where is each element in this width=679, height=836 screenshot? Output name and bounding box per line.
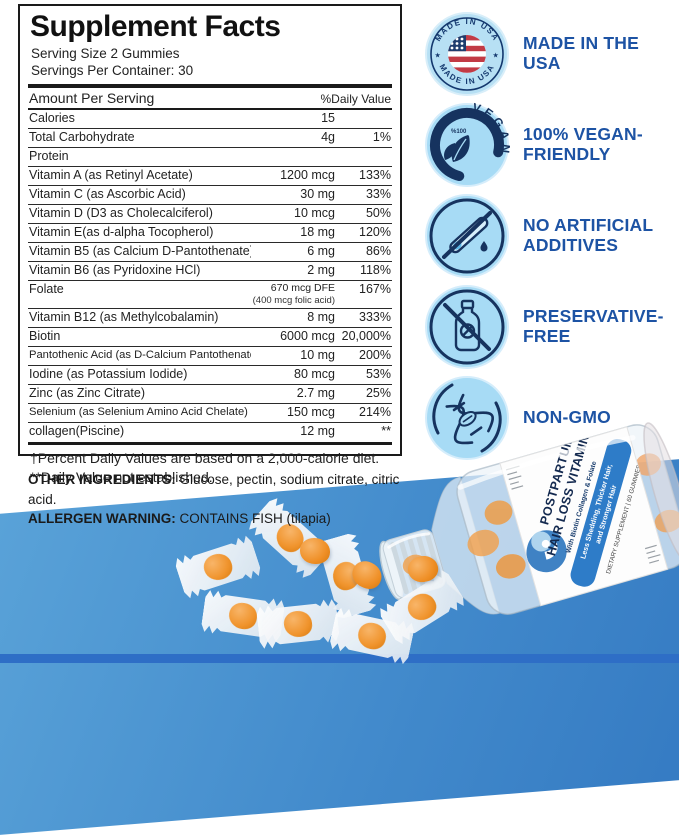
bottle-highlight [457, 435, 636, 490]
badge-made-in-usa: ★ ★ MADE IN USA MADE IN USA MADE IN THE … [424, 8, 676, 99]
badge-vegan: VEGAN %100 100% VEGAN-FRIENDLY [424, 99, 676, 190]
serving-size: Serving Size 2 Gummies [31, 46, 180, 61]
badge-label: PRESERVATIVE-FREE [523, 305, 664, 346]
col-amount-per-serving: Amount Per Serving [29, 89, 155, 106]
badge-label: 100% VEGAN-FRIENDLY [523, 123, 643, 164]
badge-preservative-free: PRESERVATIVE-FREE [424, 281, 676, 372]
badge-non-gmo: NON-GMO [424, 372, 676, 463]
star-left: ★ [435, 51, 441, 59]
supplement-facts-panel: Supplement Facts Serving Size 2 Gummies … [18, 4, 402, 485]
col-daily-value: %Daily Value [320, 91, 391, 106]
bottom-blue-strip [0, 654, 679, 663]
vitamin-bottle: Digfanlman POSTPARTUM HAIR LOSS VITAMIN … [379, 422, 679, 615]
other-ingredients-label: OTHER INGREDIENTS: [28, 472, 176, 487]
dna-icon [445, 393, 494, 444]
badge-label: NON-GMO [523, 406, 611, 427]
table-row: Vitamin D (D3 as Cholecalciferol) 10 mcg 5… [28, 205, 392, 224]
table-row: Zinc (as Zinc Citrate) 2.7 mg 25% [28, 385, 392, 404]
table-row: Vitamin C (as Ascorbic Acid) 30 mg 33% [28, 186, 392, 205]
footnote-daily-values: †Percent Daily Values are based on a 2,0… [30, 449, 380, 466]
table-row: Vitamin B5 (as Calcium D-Pantothenate) 6 … [28, 243, 392, 262]
table-row: Vitamin A (as Retinyl Acetate) 1200 mcg 13… [28, 167, 392, 186]
no-additives-seal-icon [425, 193, 509, 278]
table-row: Vitamin B12 (as Methylcobalamin) 8 mg 333% [28, 309, 392, 328]
allergen-warning-label: ALLERGEN WARNING: [28, 511, 176, 527]
badge-label: NO ARTIFICIAL ADDITIVES [523, 214, 653, 255]
feature-badges: ★ ★ MADE IN USA MADE IN USA MADE IN THE … [424, 8, 676, 463]
other-ingredients-line: OTHER INGREDIENTS: Glucose, pectin, sodi… [28, 470, 428, 509]
table-row: Total Carbohydrate 4g 1% [28, 129, 392, 148]
table-header: Amount Per Serving %Daily Value [28, 83, 392, 110]
table-row: Selenium (as Selenium Amino Acid Chelate… [28, 404, 392, 423]
table-row: Calories 15 [28, 110, 392, 129]
gummy-candy [201, 550, 236, 583]
preservative-free-seal-icon [425, 284, 509, 369]
panel-title: Supplement Facts [30, 10, 281, 43]
footnote-dv-not-established: **Daily Value not established. [30, 468, 213, 485]
table-row: Vitamin B6 (as Pyridoxine HCl) 2 mg 118% [28, 262, 392, 281]
made-in-usa-seal-icon: ★ ★ MADE IN USA MADE IN USA [425, 11, 509, 96]
gummy-candy [356, 620, 389, 651]
loose-gummy [300, 538, 330, 564]
panel-footnotes: †Percent Daily Values are based on a 2,0… [28, 441, 392, 487]
badge-label: MADE IN THE USA [523, 32, 639, 73]
table-row: Vitamin E(as d-alpha Tocopherol) 18 mg 120… [28, 224, 392, 243]
gummy-candy [283, 610, 314, 639]
table-row: collagen(Piscine) 12 mg ** [29, 424, 391, 439]
table-row: Iodine (as Potassium Iodide) 80 mcg 53% [28, 366, 392, 385]
prohibition-slash [442, 210, 492, 259]
other-ingredients-text: Glucose, pectin, sodium citrate, citric … [28, 472, 400, 507]
badge-no-artificial-additives: NO ARTIFICIAL ADDITIVES [424, 190, 676, 281]
servings-per-container: Servings Per Container: 30 [31, 62, 194, 78]
gummy-candy [227, 601, 258, 631]
table-row: Folate 670 mcg DFE (400 mcg folic acid) 167… [28, 281, 392, 309]
star-right: ★ [493, 51, 499, 59]
leaf-icon [444, 134, 470, 162]
table-row: Biotin 6000 mcg 20,000% [28, 328, 392, 347]
us-flag [448, 34, 486, 73]
allergen-warning-text: CONTAINS FISH (tilapia) [175, 511, 331, 527]
brand-logo [526, 530, 567, 573]
table-row: Pantothenic Acid (as D-Calcium Pantothen… [28, 347, 392, 366]
allergen-warning-line: ALLERGEN WARNING: CONTAINS FISH (tilapia… [28, 509, 428, 529]
vegan-100-text: %100 [451, 129, 467, 135]
vegan-seal-icon: VEGAN %100 [425, 102, 510, 187]
label-banner [570, 438, 632, 587]
bottle-base [643, 422, 679, 563]
table-row: Protein [28, 148, 392, 167]
broken-ring [432, 383, 502, 452]
drop-icon [480, 240, 488, 251]
gummy-candy [403, 589, 441, 626]
other-ingredients-block: OTHER INGREDIENTS: Glucose, pectin, sodi… [28, 470, 428, 529]
prohibition-slash [443, 302, 491, 351]
non-gmo-seal-icon [425, 375, 509, 460]
